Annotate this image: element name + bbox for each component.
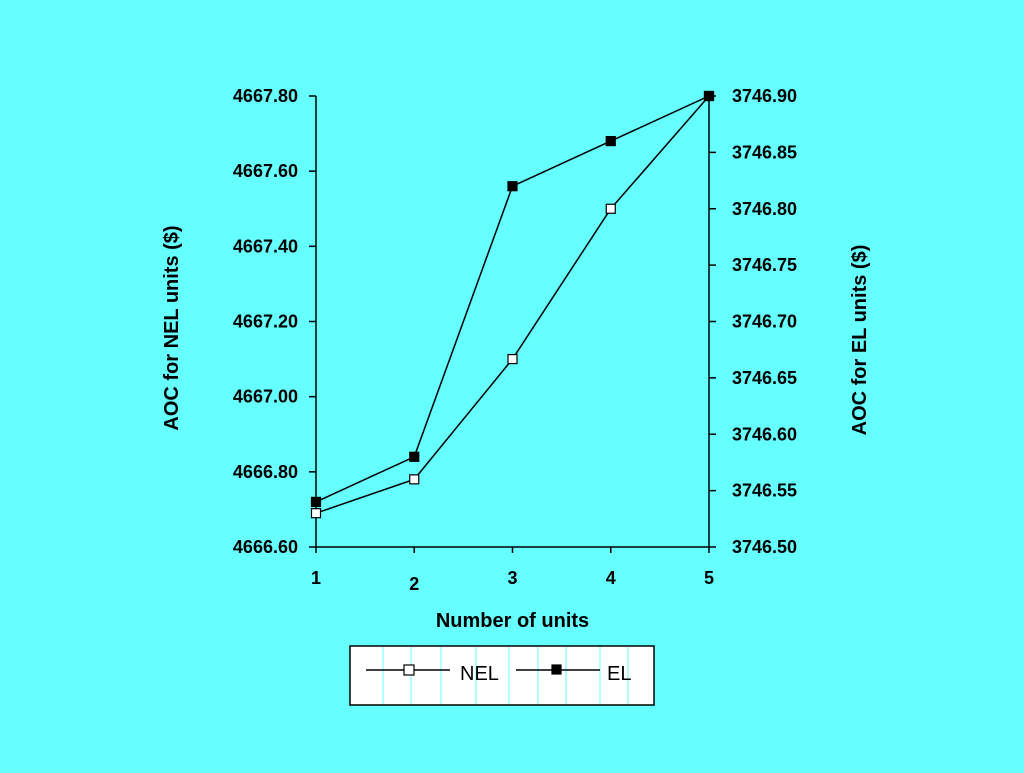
x-tick-label: 3	[507, 568, 517, 588]
right-y-tick-label: 3746.60	[732, 424, 797, 444]
x-axis-title: Number of units	[436, 610, 589, 632]
left-y-axis-title: AOC for NEL units ($)	[161, 225, 183, 430]
data-point-nel	[409, 474, 420, 485]
left-y-tick-label: 4667.80	[233, 86, 298, 106]
series-line-nel	[315, 95, 710, 514]
legend-marker-nel	[403, 664, 415, 676]
data-point-el	[703, 90, 715, 102]
left-y-tick-label: 4667.20	[233, 312, 298, 332]
right-y-tick-label: 3746.70	[732, 312, 797, 332]
legend-label-nel: NEL	[460, 663, 499, 685]
right-y-axis-title: AOC for EL units ($)	[849, 245, 871, 436]
left-y-tick-label: 4667.40	[233, 236, 298, 256]
right-y-tick-label: 3746.75	[732, 255, 797, 275]
data-point-nel	[310, 508, 322, 519]
left-y-tick-label: 4667.60	[233, 161, 298, 181]
x-tick-label: 4	[606, 568, 616, 588]
legend-marker-el	[551, 664, 562, 675]
x-tick-label: 5	[704, 568, 714, 588]
right-y-tick-label: 3746.65	[732, 368, 797, 388]
data-point-el	[507, 181, 518, 192]
right-y-tick-label: 3746.50	[732, 537, 797, 557]
data-point-nel	[507, 353, 518, 365]
left-y-tick-label: 4666.60	[233, 537, 298, 557]
data-point-el	[605, 136, 616, 147]
right-y-tick-label: 3746.55	[732, 481, 797, 501]
legend-box	[349, 645, 655, 706]
legend-label-el: EL	[607, 663, 631, 685]
left-y-tick-label: 4667.00	[233, 387, 298, 407]
series-line-el	[315, 95, 710, 503]
left-y-tick-label: 4666.80	[233, 462, 298, 482]
x-tick-label: 1	[311, 568, 321, 588]
right-y-tick-label: 3746.85	[732, 142, 797, 162]
right-y-tick-label: 3746.80	[732, 199, 797, 219]
data-point-el	[409, 451, 420, 462]
data-point-el	[310, 496, 322, 507]
right-y-tick-label: 3746.90	[732, 86, 797, 106]
data-point-nel	[605, 203, 616, 214]
x-tick-label: 2	[409, 574, 419, 594]
